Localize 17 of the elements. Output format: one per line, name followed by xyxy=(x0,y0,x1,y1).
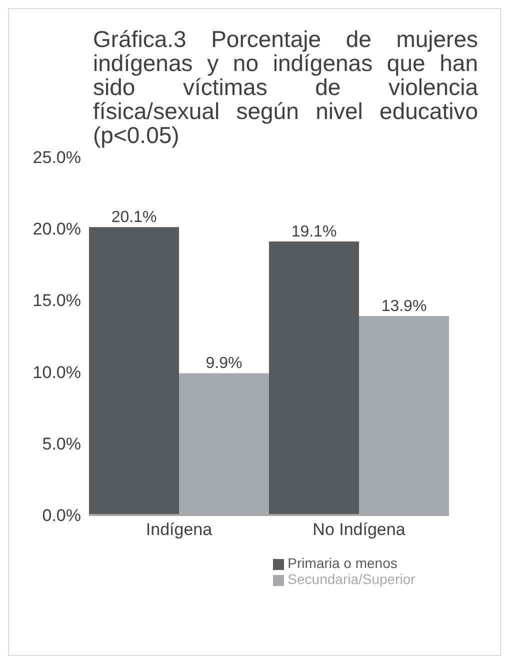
y-tick-label: 15.0% xyxy=(32,291,81,310)
legend-label: Primaria o menos xyxy=(288,555,398,571)
legend-label: Secundaria/Superior xyxy=(288,571,416,587)
data-label: 9.9% xyxy=(206,355,242,372)
y-tick-label: 25.0% xyxy=(32,148,81,168)
data-label: 13.9% xyxy=(381,298,427,315)
data-label: 19.1% xyxy=(291,223,337,240)
x-tick-label: No Indígena xyxy=(312,520,406,540)
x-tick-label: Indígena xyxy=(146,520,213,540)
y-tick-label: 5.0% xyxy=(42,434,81,454)
y-tick-label: 20.0% xyxy=(32,220,81,239)
data-label: 20.1% xyxy=(111,209,157,226)
bar xyxy=(269,241,359,515)
bar xyxy=(89,227,179,515)
y-tick-label: 10.0% xyxy=(32,362,81,382)
y-tick-label: 0.0% xyxy=(42,506,81,526)
chart-title: Gráfica.3 Porcentaje de mujeres indígenas y no indígenas que han sido víctimas de violencia física/sexual según nivel educativo (p<0.05) xyxy=(92,25,479,148)
